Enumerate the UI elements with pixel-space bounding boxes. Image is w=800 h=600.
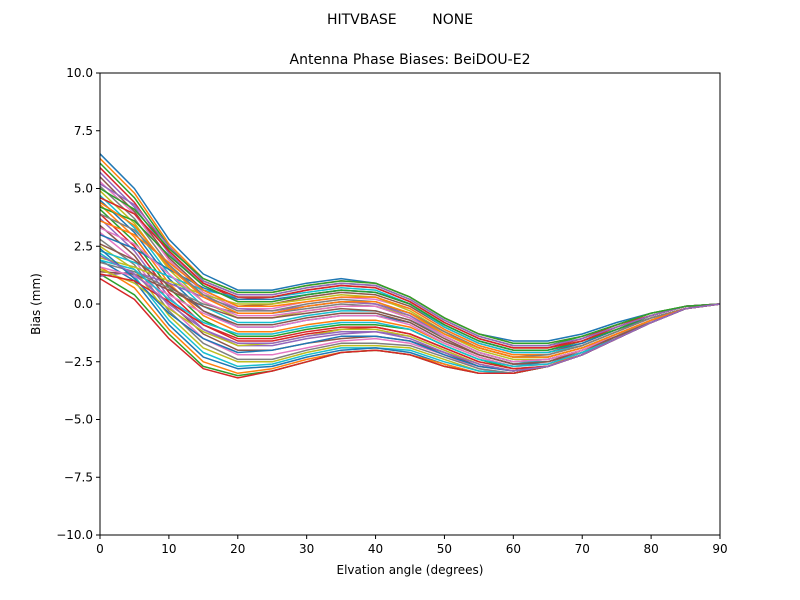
x-tick-label: 80 xyxy=(643,542,658,556)
x-tick-label: 60 xyxy=(506,542,521,556)
x-tick-label: 0 xyxy=(96,542,104,556)
y-axis: 10.0 7.5 5.0 2.5 0.0 −2.5 −5.0 −7.5 −10.0 xyxy=(56,66,100,542)
y-axis-label: Bias (mm) xyxy=(29,273,43,335)
x-tick-label: 40 xyxy=(368,542,383,556)
series-line-43 xyxy=(99,187,721,345)
y-tick-label: 10.0 xyxy=(66,66,93,80)
series-line-35 xyxy=(99,183,721,347)
y-tick-label: −10.0 xyxy=(56,528,93,542)
y-tick-label: 7.5 xyxy=(74,124,93,138)
series-line-16 xyxy=(99,224,721,372)
chart-title: Antenna Phase Biases: BeiDOU-E2 xyxy=(290,52,531,68)
series-line-42 xyxy=(99,201,721,358)
y-tick-label: −5.0 xyxy=(64,413,93,427)
y-tick-label: 5.0 xyxy=(74,182,93,196)
series-layer xyxy=(99,153,721,379)
x-tick-label: 50 xyxy=(437,542,452,556)
y-tick-label: −2.5 xyxy=(64,355,93,369)
series-line-33 xyxy=(99,206,721,351)
y-tick-label: −7.5 xyxy=(64,470,93,484)
x-tick-label: 20 xyxy=(230,542,245,556)
y-tick-label: 2.5 xyxy=(74,239,93,253)
series-line-36 xyxy=(99,243,721,365)
x-axis: 0 10 20 30 40 50 60 70 80 90 xyxy=(96,535,728,556)
x-tick-label: 10 xyxy=(161,542,176,556)
figure-suptitle: HITVBASE NONE xyxy=(327,12,473,28)
y-tick-label: 0.0 xyxy=(74,297,93,311)
x-axis-label: Elvation angle (degrees) xyxy=(337,563,484,577)
x-tick-label: 30 xyxy=(299,542,314,556)
x-tick-label: 70 xyxy=(575,542,590,556)
series-line-45 xyxy=(99,254,721,372)
x-tick-label: 90 xyxy=(712,542,727,556)
